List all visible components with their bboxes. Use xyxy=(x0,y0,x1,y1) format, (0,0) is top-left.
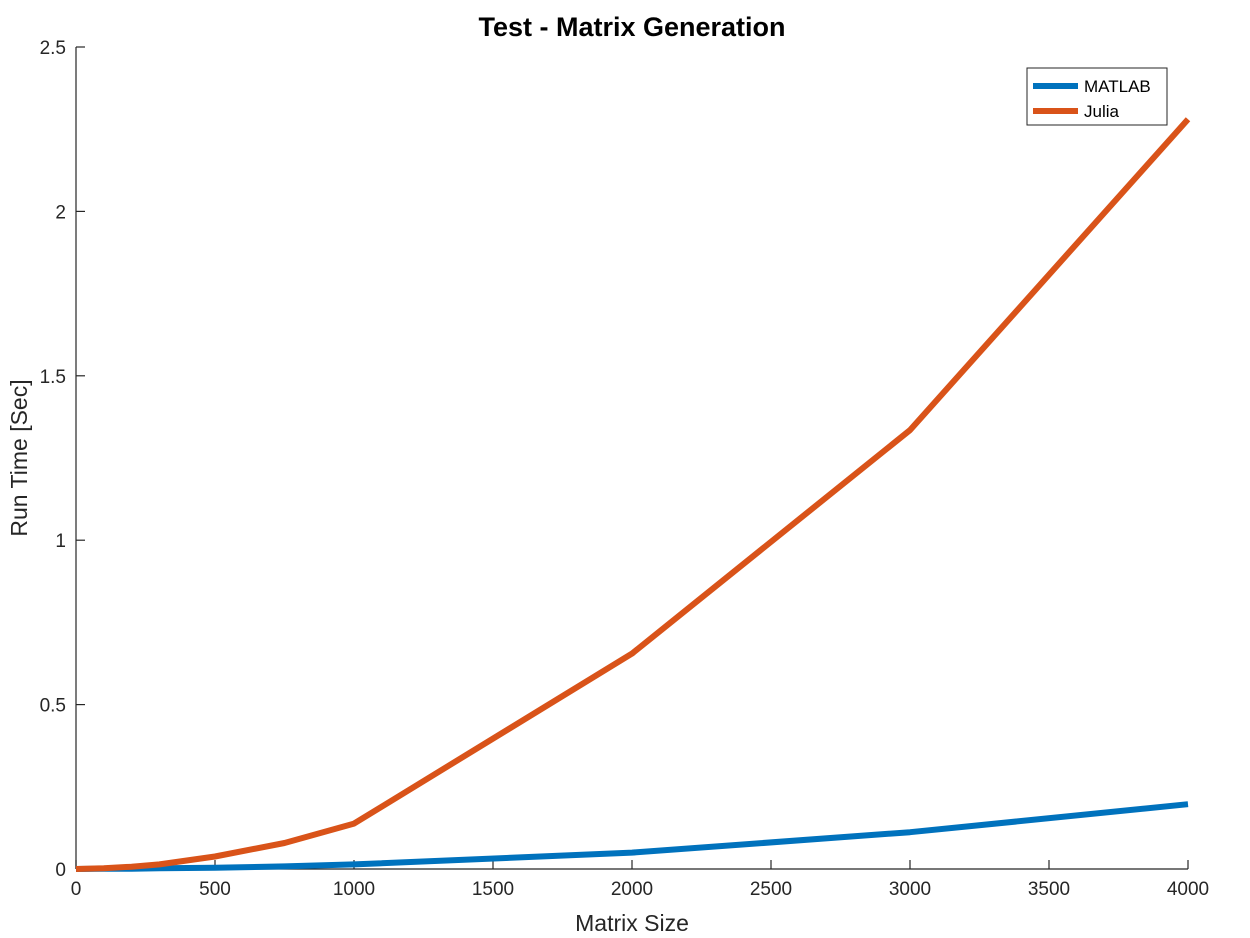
x-tick-label: 4000 xyxy=(1167,879,1209,900)
x-tick-label: 1500 xyxy=(472,879,514,900)
legend-label-julia: Julia xyxy=(1084,102,1120,121)
x-tick-label: 0 xyxy=(71,879,82,900)
x-axis-label: Matrix Size xyxy=(575,910,689,936)
chart-title: Test - Matrix Generation xyxy=(478,12,785,42)
x-tick-label: 2500 xyxy=(750,879,792,900)
y-tick-label: 1.5 xyxy=(40,367,66,388)
x-ticks: 0 500 1000 1500 2000 2500 3000 3500 4000 xyxy=(71,860,1209,900)
y-ticks: 0 0.5 1 1.5 2 2.5 xyxy=(40,38,85,881)
series-group xyxy=(75,117,1191,872)
x-tick-label: 3500 xyxy=(1028,879,1070,900)
legend: MATLAB Julia xyxy=(1026,67,1168,126)
y-tick-label: 0 xyxy=(55,860,66,881)
legend-label-matlab: MATLAB xyxy=(1084,77,1151,96)
y-tick-label: 2.5 xyxy=(40,38,66,59)
x-tick-label: 3000 xyxy=(889,879,931,900)
y-tick-label: 1 xyxy=(55,531,66,552)
y-axis-label: Run Time [Sec] xyxy=(6,379,32,536)
x-tick-label: 2000 xyxy=(611,879,653,900)
x-tick-label: 1000 xyxy=(333,879,375,900)
y-tick-label: 0.5 xyxy=(40,696,66,717)
x-tick-label: 500 xyxy=(199,879,231,900)
series-line-matlab xyxy=(75,801,1189,872)
series-line-julia xyxy=(75,117,1191,872)
axes: 0 500 1000 1500 2000 2500 3000 3500 4000 0 0.5 1 1.… xyxy=(40,38,1210,900)
legend-box xyxy=(1026,67,1168,126)
legend-items: MATLAB Julia xyxy=(1033,77,1151,121)
y-tick-label: 2 xyxy=(55,202,66,223)
